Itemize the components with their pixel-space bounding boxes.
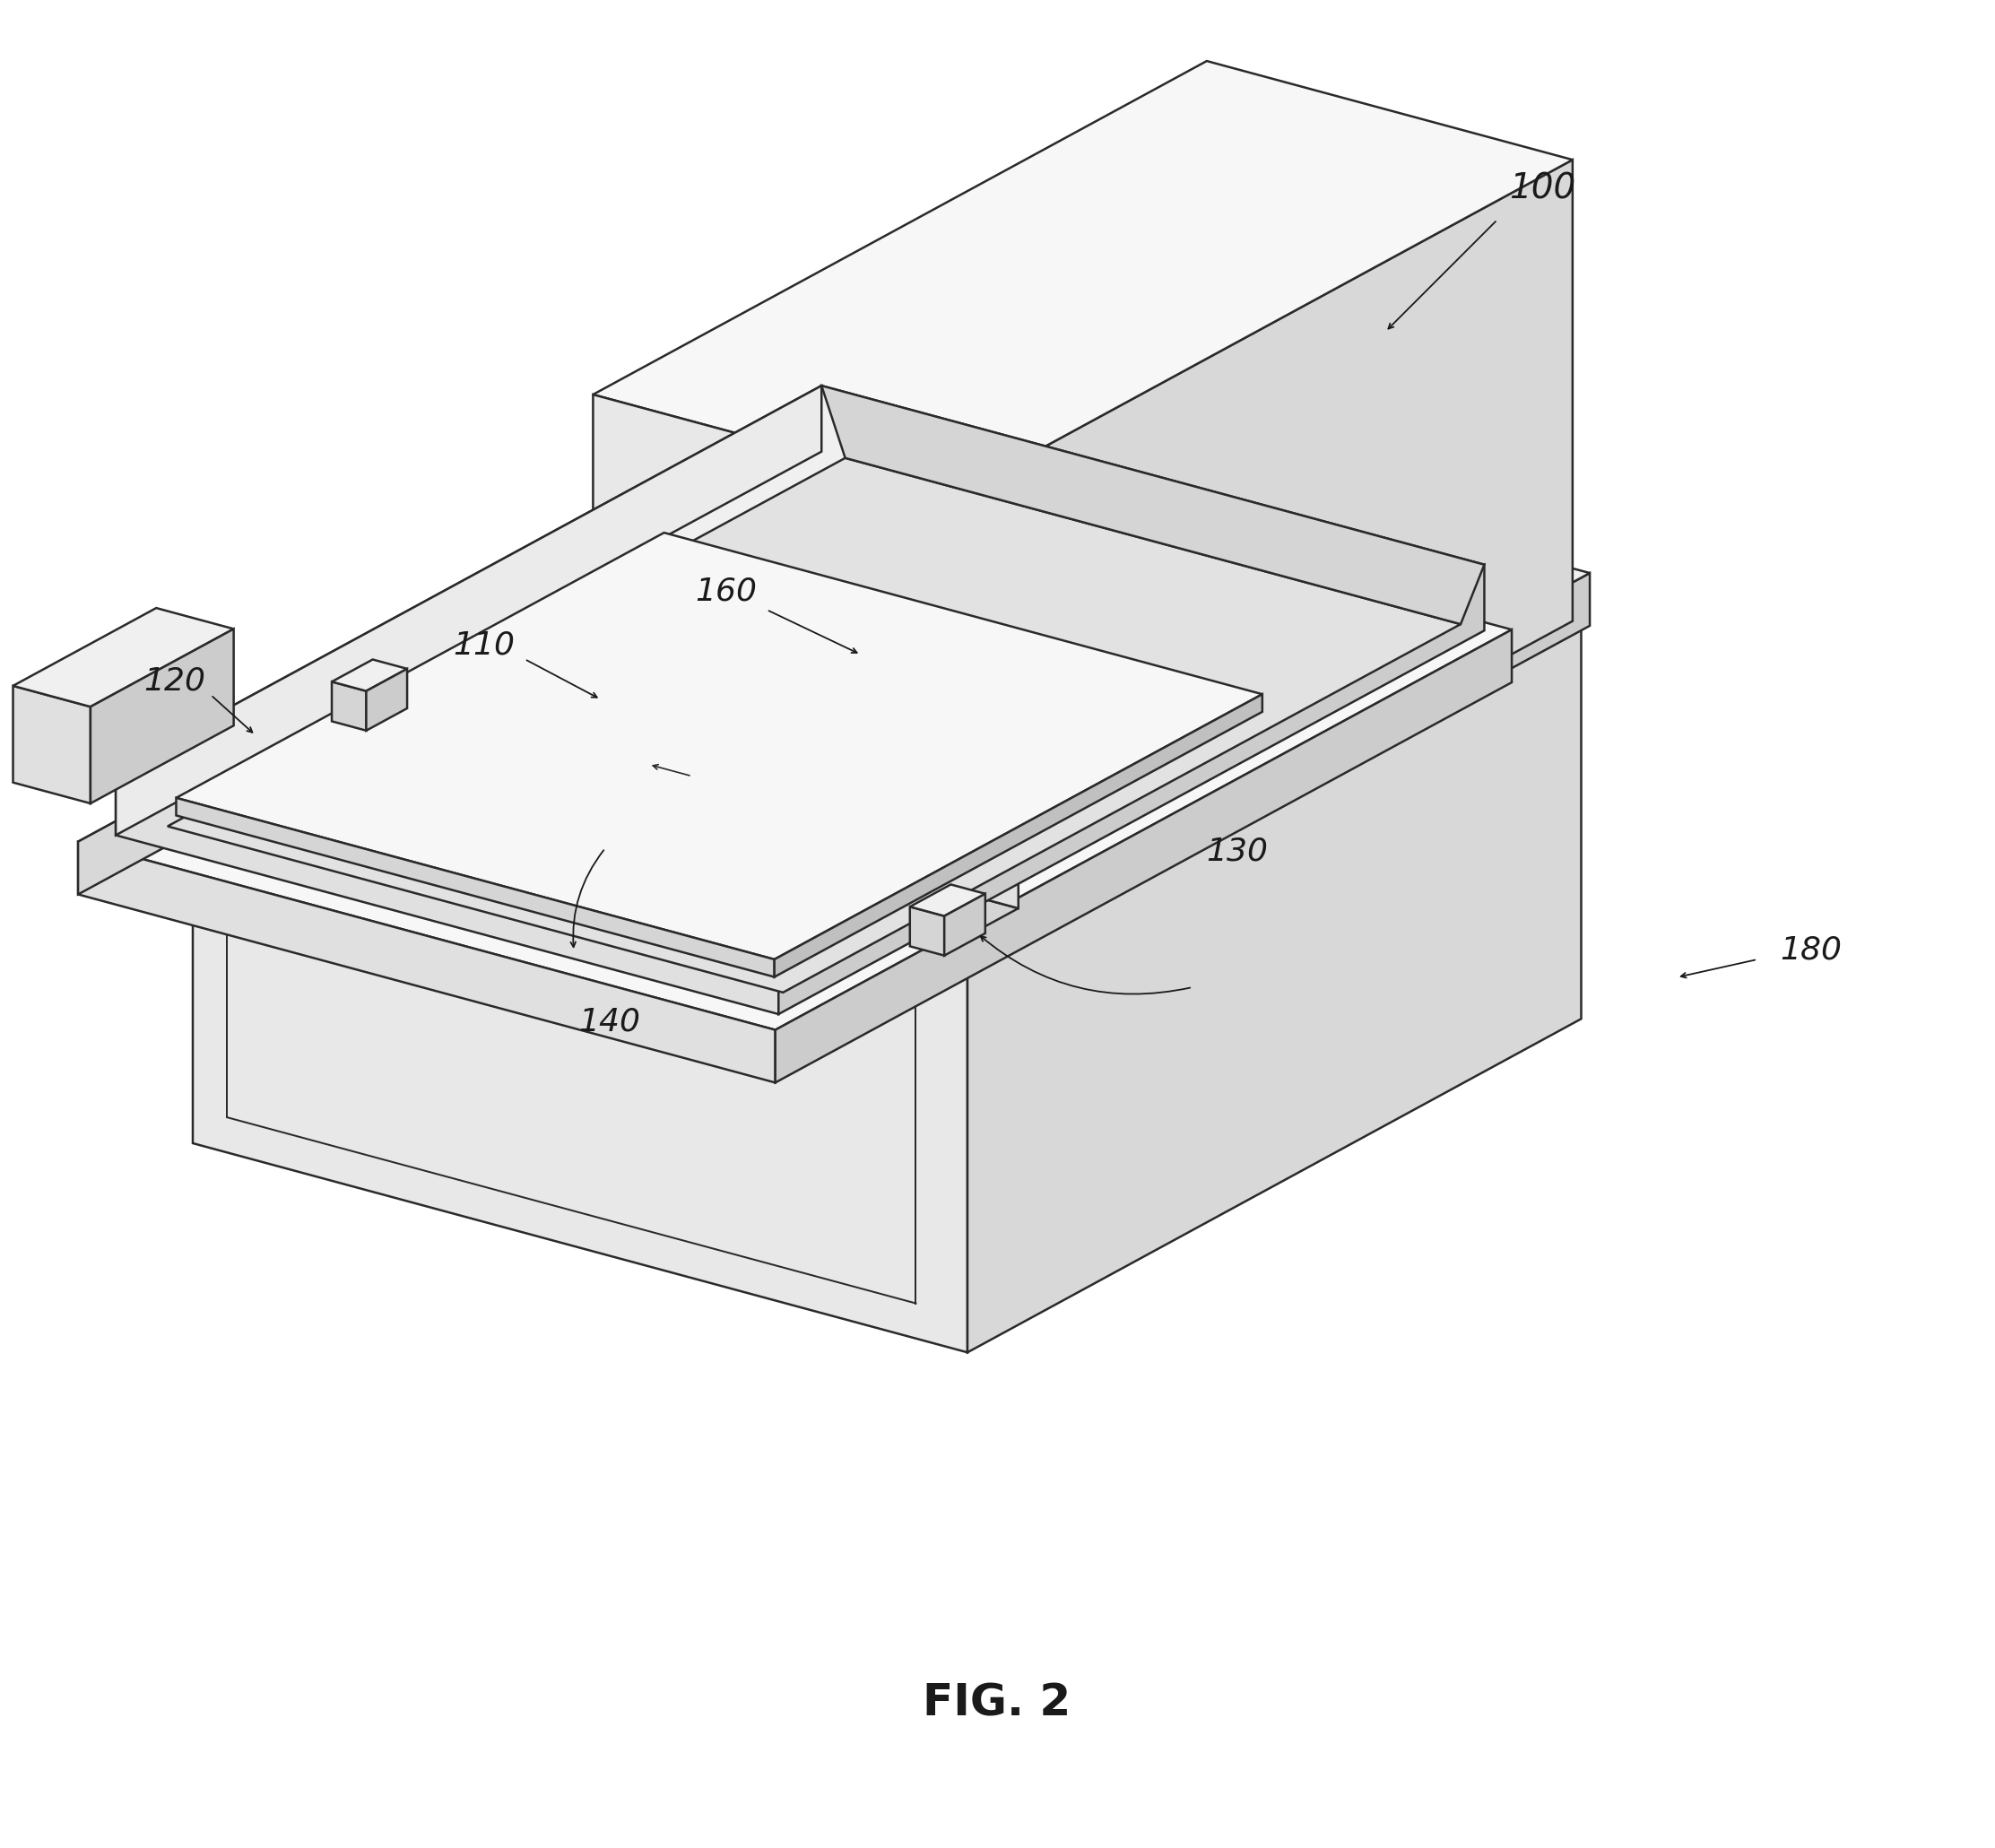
Polygon shape — [610, 819, 1017, 950]
Polygon shape — [593, 395, 960, 955]
Polygon shape — [910, 907, 944, 955]
Text: FIG. 2: FIG. 2 — [924, 1682, 1071, 1726]
Polygon shape — [822, 386, 1484, 625]
Polygon shape — [116, 386, 1484, 948]
Polygon shape — [78, 442, 814, 894]
Polygon shape — [14, 686, 90, 804]
Polygon shape — [593, 804, 976, 959]
Polygon shape — [331, 660, 407, 691]
Polygon shape — [774, 695, 1263, 978]
Polygon shape — [90, 628, 233, 804]
Polygon shape — [194, 414, 1582, 957]
Polygon shape — [593, 469, 1590, 907]
Polygon shape — [116, 386, 822, 835]
Text: 110: 110 — [453, 630, 515, 662]
Polygon shape — [593, 61, 1572, 493]
Polygon shape — [776, 630, 1512, 1083]
Polygon shape — [331, 682, 367, 730]
Text: 140: 140 — [579, 1007, 640, 1037]
Polygon shape — [168, 458, 1460, 992]
Text: 120: 120 — [144, 667, 205, 697]
Text: 130: 130 — [1207, 837, 1269, 867]
Text: 180: 180 — [1780, 935, 1841, 967]
Polygon shape — [960, 159, 1572, 955]
Polygon shape — [78, 442, 1512, 1029]
Text: 100: 100 — [1508, 172, 1576, 205]
Text: 160: 160 — [696, 577, 758, 606]
Polygon shape — [944, 894, 986, 955]
Polygon shape — [176, 798, 774, 978]
Polygon shape — [686, 732, 1017, 909]
Polygon shape — [910, 885, 986, 917]
Polygon shape — [14, 608, 233, 706]
Polygon shape — [194, 748, 968, 1353]
Polygon shape — [976, 573, 1590, 959]
Polygon shape — [778, 565, 1484, 1015]
Polygon shape — [116, 769, 778, 1015]
Polygon shape — [968, 623, 1582, 1353]
Polygon shape — [78, 841, 776, 1083]
Polygon shape — [367, 669, 407, 730]
Polygon shape — [176, 532, 1263, 959]
